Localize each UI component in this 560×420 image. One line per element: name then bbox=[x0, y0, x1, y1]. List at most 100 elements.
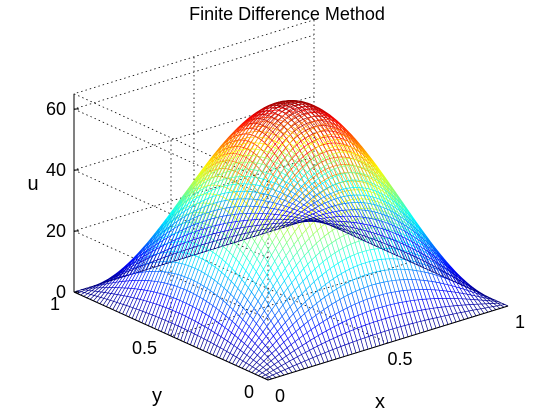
mesh-row bbox=[368, 210, 373, 219]
mesh-row bbox=[259, 200, 265, 208]
mesh-col bbox=[328, 351, 333, 361]
mesh-row bbox=[325, 158, 330, 161]
mesh-row bbox=[405, 238, 410, 248]
mesh-col bbox=[212, 305, 217, 309]
mesh-row bbox=[117, 287, 122, 295]
mesh-row bbox=[283, 193, 289, 197]
mesh-row bbox=[372, 333, 377, 336]
mesh-row bbox=[169, 223, 174, 228]
mesh-row bbox=[394, 202, 400, 211]
mesh-row bbox=[325, 268, 331, 272]
mesh-col bbox=[171, 322, 176, 325]
mesh-row bbox=[230, 217, 236, 228]
mesh-row bbox=[251, 271, 257, 280]
mesh-row bbox=[292, 111, 298, 115]
mesh-row bbox=[190, 268, 196, 280]
mesh-row bbox=[318, 332, 323, 336]
mesh-col bbox=[332, 349, 337, 360]
mesh-col bbox=[296, 252, 301, 261]
mesh-row bbox=[205, 174, 210, 178]
mesh-row bbox=[380, 269, 385, 272]
mesh-row bbox=[300, 145, 306, 151]
mesh-col bbox=[286, 347, 291, 354]
mesh-col bbox=[77, 290, 82, 293]
mesh-row bbox=[337, 202, 343, 205]
mesh-row bbox=[401, 258, 406, 261]
mesh-row bbox=[307, 172, 312, 177]
mesh-row bbox=[243, 142, 248, 145]
mesh-row bbox=[293, 208, 298, 211]
mesh-row bbox=[332, 185, 338, 192]
mesh-col bbox=[198, 257, 203, 260]
mesh-row bbox=[246, 349, 252, 356]
mesh-row bbox=[294, 213, 299, 216]
mesh-col bbox=[322, 321, 327, 332]
mesh-row bbox=[289, 302, 295, 308]
mesh-row bbox=[143, 280, 149, 291]
mesh-row bbox=[273, 120, 278, 125]
mesh-row bbox=[303, 175, 309, 180]
mesh-col bbox=[281, 316, 286, 323]
mesh-col bbox=[321, 274, 326, 285]
mesh-col bbox=[234, 335, 239, 339]
mesh-row bbox=[170, 324, 176, 337]
mesh-row bbox=[218, 179, 224, 182]
mesh-col bbox=[324, 297, 329, 308]
mesh-row bbox=[444, 277, 449, 280]
mesh-row bbox=[204, 171, 210, 180]
mesh-row bbox=[251, 183, 256, 186]
mesh-row bbox=[206, 277, 212, 289]
mesh-row bbox=[267, 242, 273, 250]
mesh-row bbox=[169, 253, 174, 256]
mesh-row bbox=[488, 306, 493, 308]
mesh-row bbox=[292, 252, 298, 258]
mesh-col bbox=[96, 284, 100, 287]
mesh-row bbox=[265, 330, 271, 337]
mesh-col bbox=[178, 262, 183, 265]
mesh-row bbox=[375, 282, 380, 285]
mesh-row bbox=[417, 309, 422, 312]
mesh-col bbox=[312, 234, 317, 244]
mesh-row bbox=[223, 329, 229, 340]
mesh-row bbox=[320, 235, 325, 240]
mesh-row bbox=[279, 126, 285, 131]
mesh-row bbox=[342, 149, 347, 152]
mesh-row bbox=[323, 245, 328, 250]
mesh-col bbox=[292, 324, 297, 332]
mesh-row bbox=[219, 349, 224, 359]
mesh-row bbox=[344, 281, 349, 285]
mesh-row bbox=[294, 338, 300, 342]
mesh-row bbox=[277, 365, 282, 369]
mesh-row bbox=[327, 134, 332, 141]
mesh-row bbox=[287, 154, 292, 159]
mesh-row bbox=[239, 240, 245, 251]
mesh-row bbox=[337, 334, 342, 337]
mesh-col bbox=[249, 262, 254, 268]
mesh-row bbox=[173, 325, 179, 338]
mesh-row bbox=[311, 209, 317, 213]
mesh-row bbox=[189, 280, 195, 293]
mesh-row bbox=[299, 324, 305, 329]
mesh-col bbox=[239, 262, 243, 267]
mesh-row bbox=[246, 303, 252, 312]
mesh-row bbox=[209, 241, 214, 244]
mesh-row bbox=[219, 338, 225, 348]
mesh-row bbox=[321, 159, 326, 163]
mesh-row bbox=[389, 210, 395, 220]
mesh-row bbox=[286, 353, 291, 357]
mesh-col bbox=[332, 291, 337, 302]
mesh-row bbox=[350, 221, 355, 229]
mesh-row bbox=[372, 196, 378, 206]
mesh-row bbox=[264, 193, 269, 196]
mesh-row bbox=[408, 218, 414, 227]
mesh-row bbox=[194, 309, 200, 322]
mesh-row bbox=[90, 290, 96, 295]
mesh-row bbox=[422, 253, 427, 263]
mesh-row bbox=[232, 193, 238, 204]
mesh-row bbox=[416, 320, 421, 323]
mesh-row bbox=[211, 169, 216, 178]
mesh-row bbox=[112, 302, 118, 310]
mesh-row bbox=[158, 232, 163, 241]
mesh-col bbox=[245, 362, 250, 366]
mesh-row bbox=[289, 177, 294, 181]
